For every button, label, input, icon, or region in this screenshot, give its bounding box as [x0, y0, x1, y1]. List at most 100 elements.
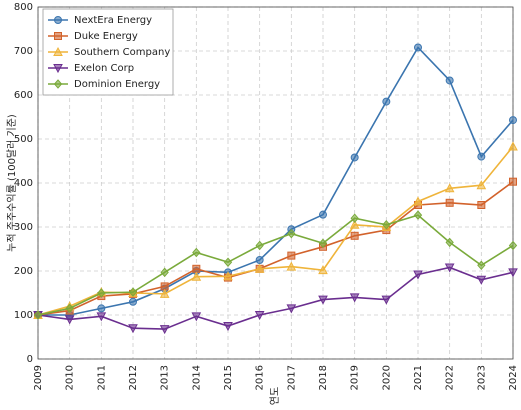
- legend-label: NextEra Energy: [74, 15, 152, 26]
- y-tick-label: 500: [14, 134, 33, 145]
- marker: [159, 325, 170, 335]
- marker: [477, 201, 486, 209]
- marker: [160, 267, 169, 278]
- marker: [445, 198, 454, 207]
- y-tick-label: 100: [14, 310, 33, 321]
- marker: [191, 312, 202, 322]
- marker: [54, 32, 62, 40]
- y-tick-label: 400: [14, 178, 33, 189]
- marker: [254, 311, 265, 321]
- y-tick-label: 0: [27, 354, 33, 365]
- marker: [128, 287, 138, 297]
- x-tick-label: 2023: [476, 365, 487, 390]
- marker: [476, 275, 487, 285]
- marker: [318, 238, 328, 249]
- marker: [413, 210, 423, 220]
- x-tick-label: 2009: [33, 365, 44, 390]
- x-tick-label: 2010: [65, 365, 76, 390]
- series-line: [37, 181, 514, 316]
- marker: [382, 220, 391, 230]
- marker: [96, 312, 107, 322]
- legend-label: Exelon Corp: [74, 63, 134, 74]
- marker: [129, 297, 137, 306]
- marker: [413, 270, 423, 280]
- marker: [382, 97, 391, 106]
- y-axis-label: 누적 주주수익률 (100달러 기준): [6, 114, 18, 252]
- marker: [255, 256, 264, 264]
- marker: [191, 271, 202, 281]
- y-tick-label: 300: [14, 222, 33, 233]
- marker: [223, 257, 233, 267]
- marker: [350, 153, 359, 162]
- marker: [64, 315, 75, 325]
- marker: [349, 293, 360, 303]
- marker: [287, 228, 296, 239]
- marker: [349, 219, 360, 229]
- marker: [254, 263, 265, 273]
- x-tick-label: 2014: [191, 365, 202, 390]
- marker: [286, 304, 297, 314]
- x-tick-label: 2020: [381, 365, 392, 390]
- marker: [318, 295, 328, 305]
- marker: [350, 213, 359, 223]
- marker: [476, 180, 487, 190]
- marker: [444, 263, 455, 273]
- marker: [509, 177, 517, 186]
- marker: [287, 251, 296, 260]
- marker: [33, 310, 43, 320]
- marker: [445, 237, 454, 248]
- marker: [414, 43, 422, 52]
- legend-label: Southern Company: [74, 47, 170, 58]
- marker: [97, 288, 106, 298]
- marker: [318, 265, 328, 275]
- marker: [128, 324, 138, 334]
- marker: [477, 152, 486, 161]
- marker: [350, 231, 359, 240]
- x-tick-label: 2019: [350, 365, 361, 390]
- x-tick-label: 2018: [318, 365, 329, 390]
- marker: [223, 322, 233, 332]
- y-tick-label: 200: [14, 266, 33, 277]
- x-tick-label: 2017: [286, 365, 297, 390]
- marker: [97, 304, 106, 313]
- series-line: [37, 266, 514, 330]
- marker: [508, 141, 518, 151]
- series-line: [37, 214, 514, 316]
- x-tick-label: 2024: [508, 365, 519, 390]
- marker: [477, 260, 486, 271]
- legend-label: Dominion Energy: [74, 79, 160, 90]
- x-tick-label: 2013: [160, 365, 171, 390]
- marker: [53, 64, 63, 74]
- marker: [381, 295, 392, 305]
- marker: [192, 247, 201, 258]
- marker: [53, 79, 63, 89]
- marker: [508, 240, 518, 251]
- marker: [286, 261, 297, 271]
- marker: [65, 303, 74, 314]
- marker: [223, 271, 233, 281]
- series-line: [37, 145, 514, 316]
- marker: [444, 183, 455, 193]
- x-tick-label: 2016: [255, 365, 266, 390]
- x-tick-label: 2012: [128, 365, 139, 390]
- marker: [509, 116, 517, 125]
- y-tick-label: 600: [14, 90, 33, 101]
- y-tick-label: 700: [14, 46, 33, 57]
- series-line: [38, 46, 514, 316]
- x-axis-label: 연도: [269, 387, 281, 405]
- marker: [54, 16, 62, 24]
- y-tick-label: 800: [14, 2, 33, 13]
- marker: [159, 288, 170, 298]
- marker: [445, 76, 454, 85]
- marker: [413, 196, 423, 206]
- marker: [192, 264, 201, 273]
- marker: [53, 46, 63, 56]
- marker: [255, 240, 264, 251]
- x-tick-label: 2022: [445, 365, 456, 390]
- x-tick-label: 2021: [413, 365, 424, 390]
- marker: [508, 268, 518, 278]
- legend-label: Duke Energy: [74, 31, 138, 42]
- marker: [319, 210, 327, 219]
- x-tick-label: 2011: [96, 365, 107, 390]
